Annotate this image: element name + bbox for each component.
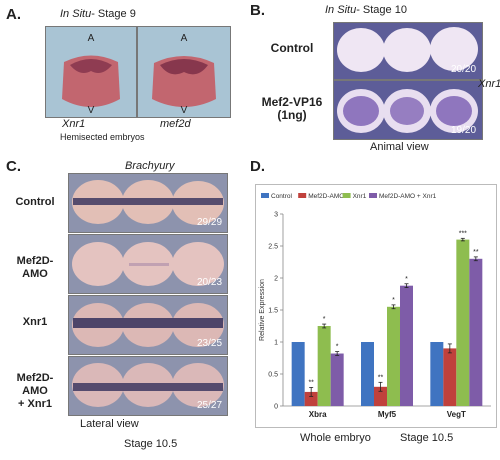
panel-b-mef2vp16-photo: [333, 80, 483, 140]
panel-c-xnr1-photo: [68, 295, 228, 355]
significance-mark: *: [392, 297, 395, 304]
panel-c-count: 20/23: [197, 277, 223, 288]
bar: [374, 386, 387, 406]
panel-c-row-label: Xnr1: [22, 316, 48, 328]
legend-swatch: [369, 193, 377, 198]
panel-c-caption-stage: Stage 10.5: [124, 438, 178, 450]
panel-c-count: 23/25: [197, 338, 223, 349]
panel-b-count: 20/20: [451, 64, 477, 75]
category-label: Myf5: [378, 410, 397, 419]
panel-d-letter: D.: [250, 158, 265, 175]
panel-b-side-label: Xnr1: [478, 78, 500, 90]
bar: [317, 326, 331, 406]
y-tick-label: 2: [274, 276, 278, 283]
panel-d-bar-chart: Control Mef2D-AMO Xnr1 Mef2D-AMO + Xnr1 0 0.5…: [255, 184, 497, 428]
vegetal-marker: V: [88, 105, 95, 116]
legend-swatch: [261, 193, 269, 198]
legend-label: Mef2D-AMO + Xnr1: [379, 193, 437, 200]
bar: [361, 342, 374, 406]
category-label: Xbra: [309, 410, 327, 419]
significance-mark: **: [473, 249, 479, 256]
panel-c-gene: Brachyury: [125, 160, 175, 172]
panel-b-control-photo: [333, 22, 483, 80]
bar: [304, 391, 318, 406]
significance-mark: **: [308, 379, 314, 386]
panel-c-row-label: Mef2D-AMO: [16, 255, 54, 280]
y-tick-label: 1.5: [268, 308, 278, 315]
significance-mark: *: [336, 344, 339, 351]
panel-d-caption-whole-embryo: Whole embryo: [300, 432, 371, 444]
panel-c-row-label: Control: [15, 196, 55, 208]
significance-mark: ***: [459, 230, 467, 237]
y-tick-label: 0: [274, 404, 278, 411]
panel-b-letter: B.: [250, 2, 265, 19]
panel-b-stage-title: In Situ- Stage 10: [325, 4, 407, 16]
bar: [387, 306, 400, 406]
vegetal-marker: V: [181, 105, 188, 116]
panel-a-letter: A.: [6, 6, 21, 23]
bar: [330, 353, 344, 406]
panel-a-caption: Hemisected embryos: [60, 132, 145, 142]
animal-marker: A: [181, 33, 188, 44]
bar: [400, 285, 413, 406]
y-axis-title: Relative Expression: [259, 279, 266, 341]
panel-a-left-photo: A V: [45, 26, 137, 118]
significance-mark: *: [405, 276, 408, 283]
y-tick-label: 3: [274, 212, 278, 219]
legend-swatch: [298, 193, 307, 198]
y-tick-label: 2.5: [268, 244, 278, 251]
category-label: VegT: [447, 410, 466, 419]
panel-c-caption-view: Lateral view: [80, 418, 139, 430]
panel-c-count: 29/29: [197, 217, 223, 228]
legend-label: Xnr1: [353, 193, 367, 200]
y-tick-label: 0.5: [268, 372, 278, 379]
significance-mark: **: [378, 374, 384, 381]
legend-swatch: [342, 193, 351, 198]
panel-c-letter: C.: [6, 158, 21, 175]
bar: [456, 239, 470, 406]
panel-c-row-label: Mef2D-AMO + Xnr1: [16, 372, 54, 410]
animal-marker: A: [88, 33, 95, 44]
legend-label: Mef2D-AMO: [308, 193, 344, 200]
bar: [430, 342, 444, 406]
panel-a-left-gene: Xnr1: [62, 118, 86, 130]
panel-d-caption-stage: Stage 10.5: [400, 432, 454, 444]
legend-label: Control: [271, 193, 293, 200]
panel-b-row-label: Mef2-VP16 (1ng): [261, 95, 323, 122]
y-tick-label: 1: [274, 340, 278, 347]
panel-c-count: 25/27: [197, 400, 223, 411]
bar: [291, 342, 305, 406]
panel-a-right-gene: mef2d: [160, 118, 191, 130]
panel-a-right-photo: A V: [137, 26, 231, 118]
bar: [469, 258, 483, 406]
panel-b-count: 19/20: [451, 125, 477, 136]
bar: [443, 348, 457, 406]
panel-c-mef2d-amo-photo: [68, 234, 228, 294]
panel-b-row-label: Control: [270, 41, 314, 55]
significance-mark: *: [323, 316, 326, 323]
panel-b-caption: Animal view: [370, 141, 429, 153]
panel-a-stage-title: In Situ- Stage 9: [60, 8, 136, 20]
panel-c-combo-photo: [68, 356, 228, 416]
panel-c-control-photo: [68, 173, 228, 233]
